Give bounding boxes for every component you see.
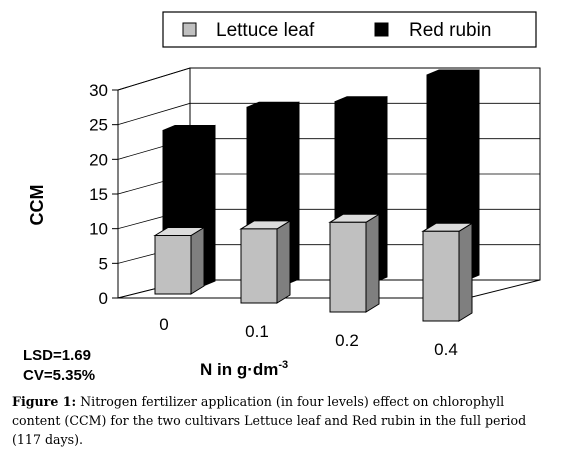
legend: Lettuce leaf Red rubin: [162, 11, 537, 48]
gridline: [117, 102, 540, 126]
gridline: [117, 67, 540, 91]
y-tick-label: 10: [89, 220, 108, 239]
bar-lettuce-leaf-side: [458, 222, 473, 322]
bar-lettuce-leaf: [154, 235, 192, 295]
x-tick-label: 0.1: [245, 322, 269, 341]
x-axis-label: N in g·dm-3: [200, 359, 288, 379]
bar-lettuce-leaf: [329, 221, 367, 313]
cv-text: CV=5.35%: [23, 367, 95, 384]
bar-lettuce-leaf: [422, 230, 460, 322]
bar-lettuce-leaf-side: [190, 226, 205, 295]
x-tick-label: 0: [159, 315, 168, 334]
y-tick-label: 20: [89, 150, 108, 169]
legend-swatch-red-rubin: [374, 22, 389, 37]
y-axis-ticks: 0 5 10 15 20 25 30: [89, 81, 118, 308]
y-tick-label: 25: [89, 116, 108, 135]
x-tick-label: 0.4: [434, 340, 458, 359]
x-tick-label: 0.2: [335, 331, 359, 350]
caption-label: Figure 1:: [12, 394, 77, 409]
bar-lettuce-leaf: [240, 228, 278, 304]
bar-red-rubin-side: [202, 124, 216, 287]
lsd-text: LSD=1.69: [23, 347, 91, 364]
legend-swatch-lettuce-leaf: [182, 22, 197, 37]
legend-label-lettuce-leaf: Lettuce leaf: [216, 20, 315, 41]
y-tick-label: 5: [99, 254, 108, 273]
x-axis-label-superscript: -3: [278, 359, 288, 371]
chart: 0 5 10 15 20 25 30 0 0.1 0.2 0.4 Lettuce leaf Red…: [23, 11, 541, 384]
y-axis-label: CCM: [27, 185, 47, 226]
figure-caption: Figure 1: Nitrogen fertilizer applicatio…: [12, 392, 552, 449]
y-tick-label: 30: [89, 81, 108, 100]
caption-text: Nitrogen fertilizer application (in four…: [12, 394, 527, 447]
y-tick-label: 15: [89, 185, 108, 204]
x-axis-ticks: 0 0.1 0.2 0.4: [159, 315, 458, 359]
bar-lettuce-leaf-side: [276, 220, 291, 304]
bars: [153, 69, 480, 322]
legend-label-red-rubin: Red rubin: [409, 20, 491, 41]
bar-lettuce-leaf-side: [365, 213, 380, 313]
y-tick-label: 0: [99, 289, 108, 308]
